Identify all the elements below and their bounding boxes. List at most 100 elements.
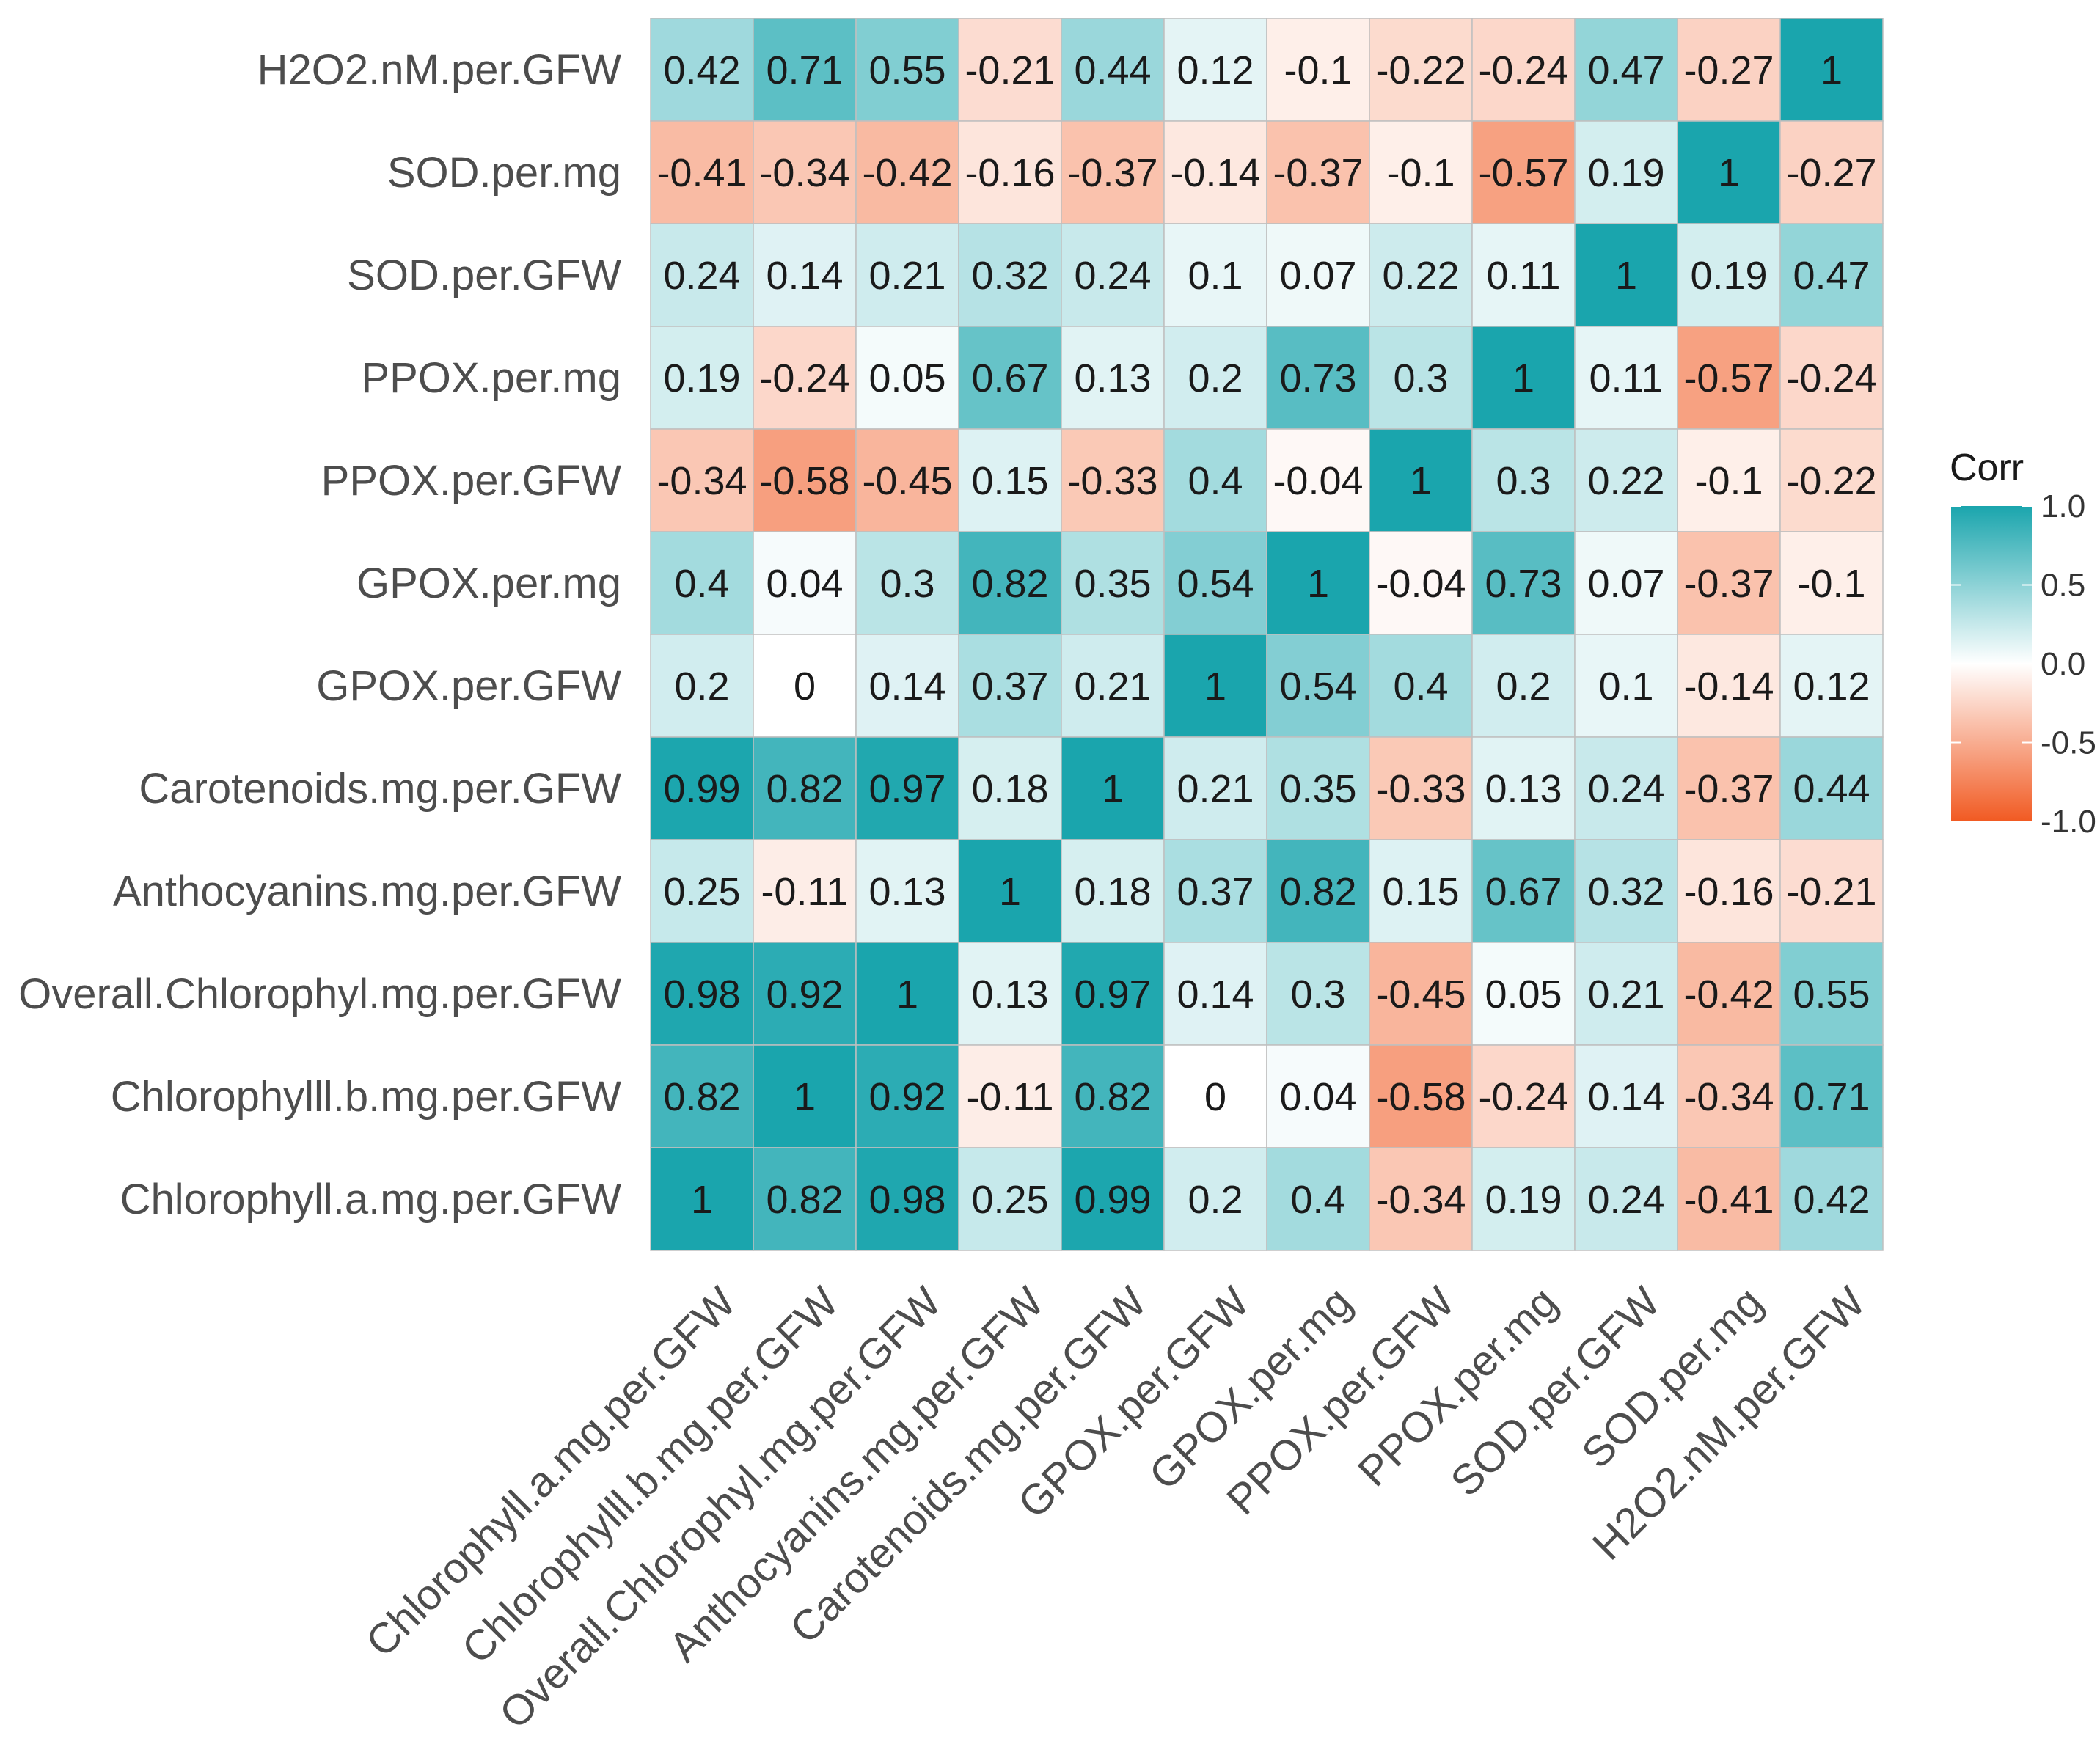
heatmap-cell-value: 0.42 [1793, 1178, 1870, 1222]
heatmap-cell [1163, 326, 1267, 430]
y-axis-tick-label: PPOX.per.mg [361, 354, 621, 402]
heatmap-cell [1677, 942, 1781, 1046]
heatmap-cell [1471, 326, 1576, 430]
heatmap-cell [1574, 736, 1678, 840]
heatmap-cell-value: -0.1 [1284, 48, 1352, 92]
heatmap-cell-value: 0.14 [766, 254, 843, 298]
heatmap-cell-value: 0.13 [1074, 356, 1151, 400]
heatmap-cell-value: 0.82 [766, 767, 843, 811]
heatmap-cell-value: 0.04 [1279, 1075, 1356, 1119]
heatmap-cell [1266, 326, 1370, 430]
heatmap-cell-value: -0.37 [1273, 151, 1363, 195]
heatmap-cell-value: -0.45 [1375, 972, 1466, 1016]
heatmap-cell-value: -0.24 [759, 356, 849, 400]
heatmap-cell-value: -0.24 [1786, 356, 1876, 400]
heatmap-cell-value: 0.25 [663, 870, 740, 914]
heatmap-cell-value: -0.14 [1170, 151, 1260, 195]
heatmap-cell-value: 0.35 [1074, 562, 1151, 606]
heatmap-cell-value: 0.07 [1587, 562, 1664, 606]
heatmap-cell-value: -0.42 [862, 151, 952, 195]
heatmap-cell-value: 0.3 [879, 562, 934, 606]
heatmap-cell-value: 0.92 [868, 1075, 945, 1119]
heatmap-cell-value: 0.21 [1587, 972, 1664, 1016]
heatmap-cell [958, 326, 1062, 430]
heatmap-cell [855, 223, 959, 327]
heatmap-cell-value: 0.19 [1485, 1178, 1562, 1222]
heatmap-cell [855, 736, 959, 840]
heatmap-cell [1677, 223, 1781, 327]
heatmap-cell-value: 0.98 [868, 1178, 945, 1222]
heatmap-cell [753, 736, 857, 840]
heatmap-cell-value: 0.24 [663, 254, 740, 298]
heatmap-cell [1677, 428, 1781, 532]
heatmap-cell [1574, 120, 1678, 224]
heatmap-cell-value: 0.14 [1177, 972, 1254, 1016]
x-axis-labels: Chlorophyll.a.mg.per.GFWChlorophylll.b.m… [356, 1278, 1874, 1737]
heatmap-cell-value: -0.27 [1683, 48, 1774, 92]
heatmap-cell-value: -0.57 [1683, 356, 1774, 400]
heatmap-cell [1677, 120, 1781, 224]
y-axis-tick-label: GPOX.per.GFW [316, 662, 621, 710]
legend-title: Corr [1950, 447, 2024, 489]
heatmap-cell-value: 1 [1307, 562, 1329, 606]
heatmap-cell [1163, 120, 1267, 224]
heatmap-cell [650, 120, 754, 224]
heatmap-cell-value: 1 [1512, 356, 1534, 400]
heatmap-cell-value: 0.13 [1485, 767, 1562, 811]
heatmap-cell [1574, 942, 1678, 1046]
heatmap-cell-value: 0.12 [1177, 48, 1254, 92]
heatmap-cell [1369, 120, 1473, 224]
heatmap-cell [958, 18, 1062, 122]
heatmap-cell [1677, 326, 1781, 430]
heatmap-cell [1574, 1147, 1678, 1251]
heatmap-cell-value: -0.33 [1067, 459, 1157, 503]
heatmap-cell-value: 0.19 [1690, 254, 1767, 298]
heatmap-cell [1471, 1044, 1576, 1148]
heatmap-cell [1061, 120, 1165, 224]
heatmap-cell [855, 1147, 959, 1251]
heatmap-cell-value: 0.4 [674, 562, 729, 606]
heatmap-cell [855, 428, 959, 532]
heatmap-cell-value: 0.98 [663, 972, 740, 1016]
heatmap-cell-value: 0.44 [1793, 767, 1870, 811]
heatmap-cell [753, 326, 857, 430]
y-axis-tick-label: H2O2.nM.per.GFW [257, 46, 622, 94]
heatmap-cell-value: 0.22 [1382, 254, 1459, 298]
heatmap-cell [1163, 839, 1267, 943]
heatmap-cell-value: 0.82 [766, 1178, 843, 1222]
heatmap-cell-value: 0.14 [1587, 1075, 1664, 1119]
heatmap-cell-value: 0.2 [1188, 1178, 1243, 1222]
heatmap-cell [958, 634, 1062, 738]
heatmap-cell [958, 942, 1062, 1046]
heatmap-cell-value: 0.99 [663, 767, 740, 811]
heatmap-cell-value: 0.35 [1279, 767, 1356, 811]
heatmap-cell [650, 634, 754, 738]
heatmap-cell-value: 0.99 [1074, 1178, 1151, 1222]
heatmap-cell-value: 0.21 [868, 254, 945, 298]
heatmap-cell [650, 531, 754, 635]
heatmap-cell-value: -0.41 [656, 151, 747, 195]
heatmap-cell [1266, 120, 1370, 224]
heatmap-cell-value: -0.04 [1375, 562, 1466, 606]
heatmap-cell-value: 0.18 [1074, 870, 1151, 914]
heatmap-cell-value: 0.54 [1279, 664, 1356, 708]
heatmap-cell [650, 428, 754, 532]
heatmap-cell-value: 0.15 [971, 459, 1048, 503]
heatmap-cell-value: 0.37 [1177, 870, 1254, 914]
heatmap-cell-value: -0.14 [1683, 664, 1774, 708]
heatmap-cell-value: 0.11 [1486, 254, 1560, 298]
heatmap-cell [1163, 634, 1267, 738]
heatmap-cell [753, 1147, 857, 1251]
heatmap-cell [1574, 531, 1678, 635]
heatmap-cell [1471, 531, 1576, 635]
heatmap-cell-value: 0.47 [1793, 254, 1870, 298]
heatmap-cell-value: 0.4 [1290, 1178, 1345, 1222]
heatmap-cell [1369, 18, 1473, 122]
heatmap-cell-value: -0.34 [1375, 1178, 1466, 1222]
heatmap-cell-value: -0.24 [1478, 48, 1568, 92]
heatmap-cell-value: 1 [1410, 459, 1432, 503]
heatmap-cell [753, 634, 857, 738]
heatmap-cell-value: 0.55 [868, 48, 945, 92]
heatmap-cell [1061, 428, 1165, 532]
